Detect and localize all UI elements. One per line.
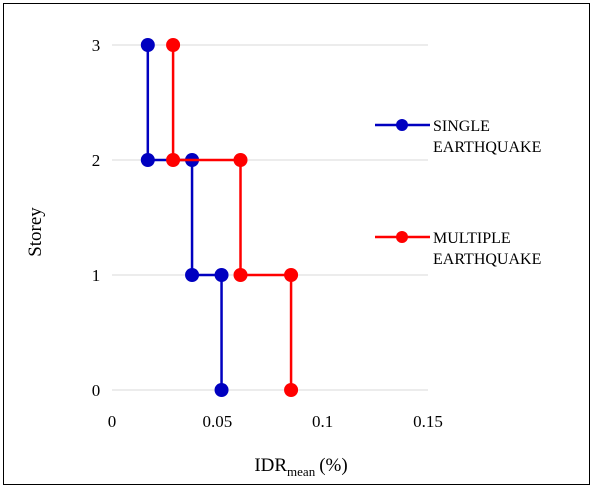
y-tick-label-0: 0 [92,381,101,400]
series-layer [140,38,299,397]
series-1-point-4 [284,268,299,282]
series-1-point-3 [233,268,248,282]
y-tick-label-2: 2 [92,151,101,170]
series-1-point-2 [233,153,248,167]
y-tick-label-3: 3 [92,36,101,55]
y-tick-label-1: 1 [92,266,101,285]
x-tick-label-0: 0 [108,412,117,431]
legend-marker-0 [396,119,408,131]
series-1-point-0 [166,38,181,52]
legend-label-0-line-0: SINGLE [433,118,490,135]
series-1-point-1 [166,153,181,167]
series-0-point-1 [140,153,155,167]
x-tick-label-0.05: 0.05 [202,412,232,431]
legend-label-1-line-1: EARTHQUAKE [433,251,541,268]
x-axis-title-subscript: mean [287,464,316,479]
series-0-point-4 [214,268,229,282]
legend-layer: SINGLE EARTHQUAKE MULTIPLE EARTHQUAKE [375,118,541,268]
series-0-point-3 [185,268,200,282]
chart-frame [3,3,590,485]
series-0-point-5 [214,383,229,397]
legend-label-1-line-0: MULTIPLE [433,230,511,247]
x-tick-label-0.15: 0.15 [413,412,443,431]
series-line-1 [171,45,293,390]
series-line-0 [146,45,223,390]
legend-marker-1 [396,231,408,243]
x-axis-title-unit: (%) [319,455,347,476]
x-axis-title: IDRmean (%) [254,455,347,479]
x-tick-label-0.1: 0.1 [312,412,333,431]
legend-label-0-line-1: EARTHQUAKE [433,139,541,156]
y-axis-title: Storey [25,207,46,257]
series-0-point-0 [140,38,155,52]
x-axis-title-main: IDR [254,455,287,476]
tick-layer: 0 1 2 3 0 0.05 0.1 0.15 [92,36,443,431]
series-1-point-5 [284,383,299,397]
